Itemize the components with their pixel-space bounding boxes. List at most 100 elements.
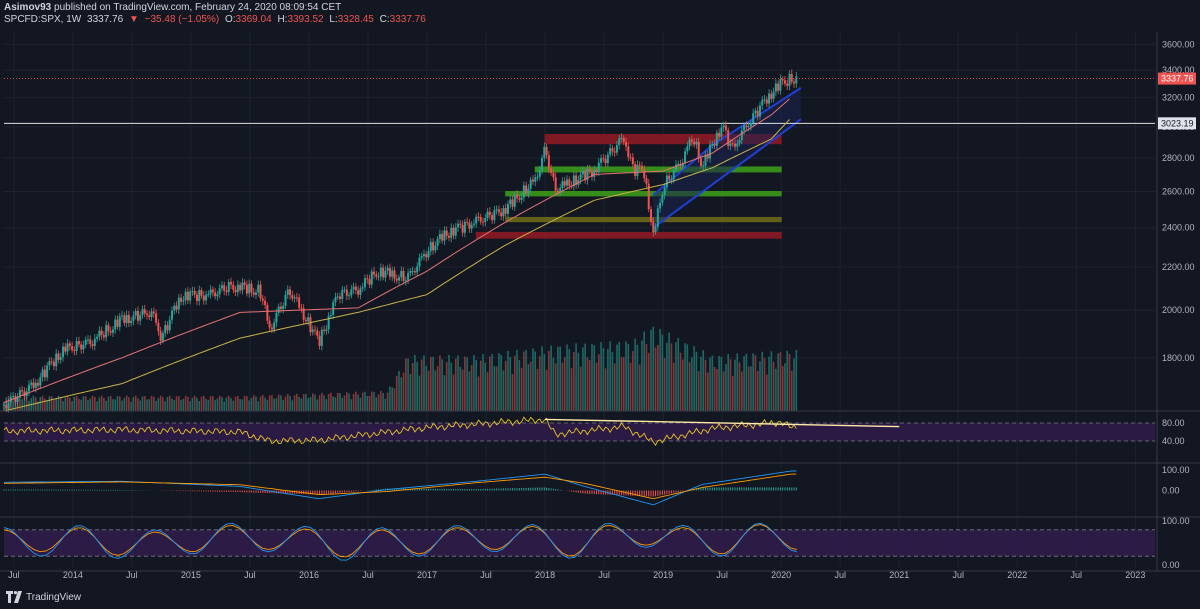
candle-body: [441, 233, 444, 241]
candle-body: [89, 339, 92, 345]
volume-bar: [788, 354, 791, 411]
candle-body: [327, 315, 330, 330]
ohlc-legend: SPCFD:SPX, 1W 3337.76 ▼ −35.48 (−1.05%) …: [4, 14, 429, 25]
volume-bar: [734, 359, 736, 411]
candle-body: [636, 164, 639, 176]
time-tick-label: Jul: [716, 570, 728, 580]
candle-body: [343, 289, 346, 291]
candle-body: [454, 227, 457, 236]
volume-bar: [768, 356, 770, 411]
price-tick-label: 2400.00: [1162, 223, 1195, 233]
volume-bar: [314, 394, 316, 411]
candle-body: [363, 278, 366, 288]
candle-body: [634, 164, 637, 176]
rsi-line: [3, 416, 797, 446]
candle-body: [463, 221, 466, 233]
volume-bar: [795, 349, 798, 411]
candle-body: [513, 194, 516, 207]
price-tick-label: 1800.00: [1162, 353, 1195, 363]
volume-bar: [604, 368, 607, 411]
volume-bar: [384, 398, 387, 411]
candle-body: [697, 141, 700, 159]
volume-bar: [180, 399, 182, 411]
volume-bar: [164, 401, 166, 411]
candle-body: [18, 390, 21, 398]
volume-bar: [495, 366, 498, 411]
candle-body: [668, 175, 671, 180]
volume-bar: [173, 400, 176, 411]
volume-bar: [595, 362, 598, 411]
candle-body: [502, 208, 505, 217]
volume-bar: [132, 397, 135, 411]
stoch-tick-label: 0.00: [1162, 560, 1180, 570]
candle-body: [588, 169, 591, 172]
candle-body: [706, 154, 709, 159]
volume-bar: [37, 401, 39, 411]
volume-bar: [118, 396, 121, 411]
candle-body: [783, 80, 786, 84]
volume-bar: [484, 362, 487, 411]
candle-body: [143, 309, 146, 314]
volume-bar: [654, 347, 657, 411]
volume-bar: [486, 372, 489, 411]
candle-body: [659, 202, 662, 209]
volume-bar: [400, 377, 403, 411]
candle-body: [506, 204, 509, 214]
channel-fill: [653, 87, 801, 228]
candle-body: [638, 164, 641, 166]
candle-body: [284, 294, 287, 306]
candle-body: [377, 276, 380, 278]
volume-bar: [588, 360, 591, 411]
volume-bar: [382, 392, 384, 411]
candle-body: [177, 297, 180, 310]
candle-body: [309, 317, 312, 333]
candle-body: [218, 288, 221, 295]
candle-body: [200, 290, 203, 296]
candle-body: [561, 181, 564, 188]
candle-body: [193, 291, 196, 295]
zone-red: [544, 133, 782, 145]
candle-body: [338, 296, 341, 299]
volume-bar: [772, 361, 775, 411]
candle-body: [341, 290, 344, 299]
candle-body: [534, 177, 537, 182]
candle-body: [693, 141, 696, 145]
author-name[interactable]: Asimov93: [4, 2, 52, 13]
time-tick-label: Jul: [598, 570, 610, 580]
zone-green: [534, 166, 782, 173]
candle-body: [84, 339, 87, 345]
candle-body: [100, 330, 103, 335]
symbol-label[interactable]: SPCFD:SPX, 1W: [4, 14, 82, 25]
volume-bar: [184, 395, 187, 411]
volume-bar: [443, 375, 446, 411]
candle-body: [352, 286, 355, 290]
candle-body: [754, 110, 757, 114]
volume-bar: [248, 400, 250, 411]
candle-body: [484, 218, 487, 223]
volume-bar: [25, 396, 28, 411]
candle-body: [141, 309, 144, 316]
candle-body: [282, 305, 285, 310]
volume-bar: [302, 394, 305, 411]
candle-body: [520, 197, 523, 200]
volume-bar: [23, 395, 26, 411]
volume-bar: [686, 344, 689, 411]
volume-bar: [75, 395, 78, 411]
volume-bar: [582, 347, 584, 411]
candle-body: [325, 329, 328, 331]
volume-bar: [720, 356, 723, 411]
volume-bar: [618, 341, 621, 411]
tradingview-brand[interactable]: TradingView: [6, 591, 81, 603]
volume-bar: [230, 398, 232, 411]
candle-body: [105, 325, 108, 338]
candle-body: [118, 316, 121, 327]
volume-bar: [573, 352, 575, 411]
volume-bar: [407, 358, 409, 411]
volume-bar: [257, 401, 260, 411]
volume-bar: [82, 396, 85, 411]
candle-body: [91, 344, 94, 346]
volume-bar: [375, 397, 378, 411]
candle-body: [252, 292, 255, 295]
price-change: −35.48 (−1.05%): [144, 14, 220, 25]
